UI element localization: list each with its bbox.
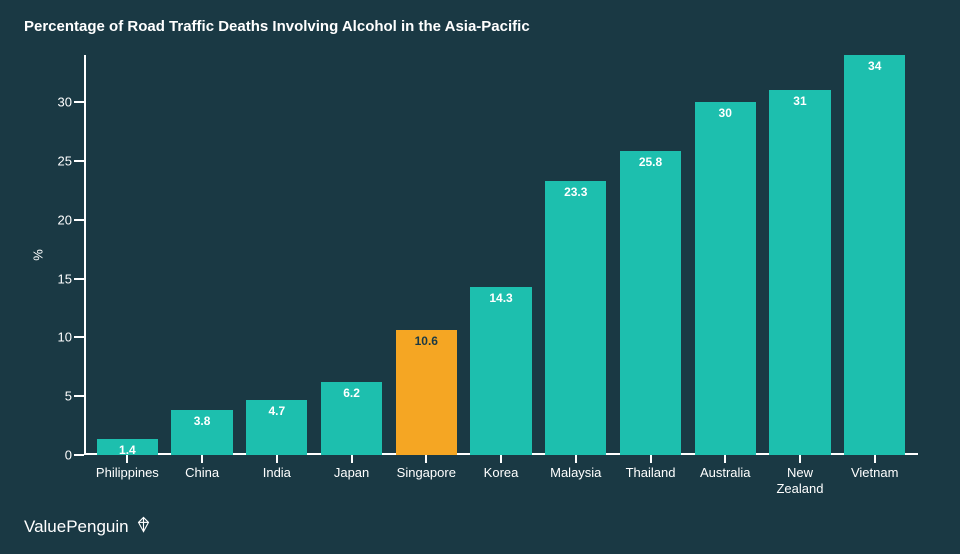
bar: 31	[769, 90, 830, 455]
x-tick	[276, 455, 278, 463]
bar: 3.8	[171, 410, 232, 455]
y-tick-label: 10	[44, 330, 72, 345]
bar-value-label: 10.6	[415, 334, 438, 348]
bar-slot: 31New Zealand	[763, 55, 838, 455]
bar: 30	[695, 102, 756, 455]
x-tick	[201, 455, 203, 463]
bar: 23.3	[545, 181, 606, 455]
bar-value-label: 23.3	[564, 185, 587, 199]
y-tick-label: 15	[44, 271, 72, 286]
bar: 10.6	[396, 330, 457, 455]
x-tick-label: China	[185, 465, 219, 481]
bar-value-label: 30	[719, 106, 732, 120]
bar-slot: 1.4Philippines	[90, 55, 165, 455]
bar-slot: 25.8Thailand	[613, 55, 688, 455]
x-tick-label: Thailand	[626, 465, 676, 481]
bar: 25.8	[620, 151, 681, 455]
y-tick-label: 25	[44, 153, 72, 168]
bar: 4.7	[246, 400, 307, 455]
bar-value-label: 31	[793, 94, 806, 108]
x-tick	[575, 455, 577, 463]
penguin-icon	[135, 516, 152, 538]
bar-slot: 4.7India	[239, 55, 314, 455]
x-tick-label: Singapore	[397, 465, 456, 481]
y-tick	[74, 219, 84, 221]
bar-value-label: 4.7	[268, 404, 285, 418]
bar: 34	[844, 55, 905, 455]
brand-label: ValuePenguin	[24, 516, 152, 538]
x-tick	[650, 455, 652, 463]
y-tick	[74, 160, 84, 162]
y-tick	[74, 454, 84, 456]
bar-slot: 30Australia	[688, 55, 763, 455]
y-tick-label: 20	[44, 212, 72, 227]
y-tick	[74, 101, 84, 103]
bar-value-label: 6.2	[343, 386, 360, 400]
y-tick	[74, 395, 84, 397]
bar-slot: 14.3Korea	[464, 55, 539, 455]
x-tick	[799, 455, 801, 463]
y-tick	[74, 278, 84, 280]
bar-slot: 3.8China	[165, 55, 240, 455]
bar-slot: 34Vietnam	[837, 55, 912, 455]
chart-title: Percentage of Road Traffic Deaths Involv…	[24, 18, 936, 35]
bar-slot: 10.6Singapore	[389, 55, 464, 455]
bar-chart: Percentage of Road Traffic Deaths Involv…	[0, 0, 960, 554]
y-tick-label: 30	[44, 95, 72, 110]
bar: 6.2	[321, 382, 382, 455]
bar-value-label: 25.8	[639, 155, 662, 169]
x-tick-label: New Zealand	[776, 465, 823, 498]
bar-slot: 6.2Japan	[314, 55, 389, 455]
x-tick-label: Philippines	[96, 465, 159, 481]
y-axis-title: %	[30, 249, 45, 261]
x-tick-label: Japan	[334, 465, 369, 481]
x-tick-label: Australia	[700, 465, 751, 481]
x-tick	[724, 455, 726, 463]
x-tick-label: Vietnam	[851, 465, 898, 481]
x-tick	[351, 455, 353, 463]
y-tick-label: 5	[44, 389, 72, 404]
bar: 1.4	[97, 439, 158, 455]
x-tick	[425, 455, 427, 463]
x-tick	[126, 455, 128, 463]
x-tick	[874, 455, 876, 463]
y-tick	[74, 336, 84, 338]
bar: 14.3	[470, 287, 531, 455]
bar-value-label: 34	[868, 59, 881, 73]
bar-slot: 23.3Malaysia	[538, 55, 613, 455]
x-tick	[500, 455, 502, 463]
bar-value-label: 3.8	[194, 414, 211, 428]
y-tick-label: 0	[44, 448, 72, 463]
bars-group: 1.4Philippines3.8China4.7India6.2Japan10…	[84, 55, 918, 455]
bar-value-label: 14.3	[489, 291, 512, 305]
x-tick-label: Malaysia	[550, 465, 601, 481]
x-tick-label: Korea	[484, 465, 519, 481]
x-tick-label: India	[263, 465, 291, 481]
plot-area: % 051015202530 1.4Philippines3.8China4.7…	[84, 55, 918, 455]
brand-name: ValuePenguin	[24, 517, 129, 537]
